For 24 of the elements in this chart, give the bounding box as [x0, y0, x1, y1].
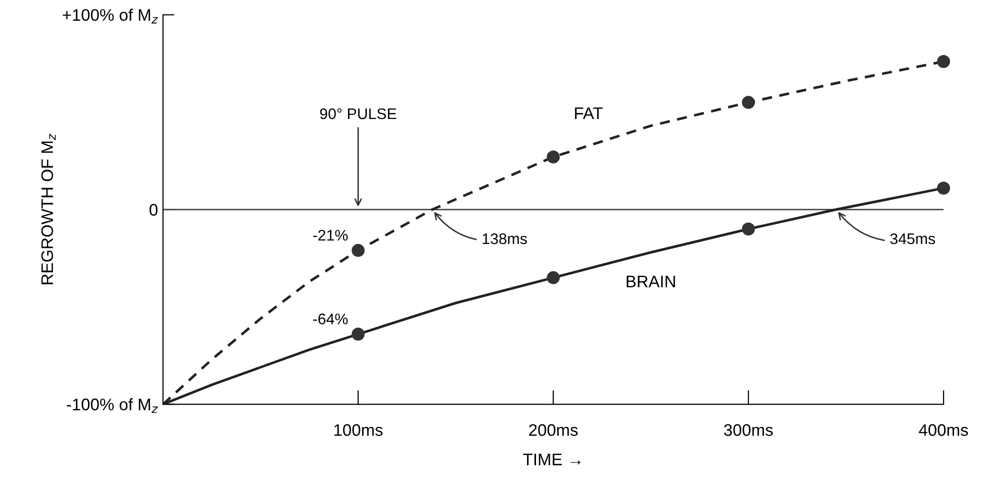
y-tick-label: +100% of M$_{z}$ — [62, 8, 158, 24]
point — [937, 182, 950, 195]
annotation: -64% — [313, 314, 348, 324]
annotation: 90° PULSE — [320, 108, 396, 120]
series-label: FAT — [575, 108, 603, 119]
y-axis-title: REGROWTH OF M$_{z}$ — [41, 134, 56, 284]
x-tick-label: 100ms — [334, 424, 383, 436]
y-tick-label: 0 — [150, 204, 158, 216]
x-tick-label: 400ms — [918, 424, 968, 436]
point — [937, 55, 950, 68]
point — [742, 96, 755, 109]
point — [352, 328, 365, 341]
point — [352, 244, 365, 257]
point — [742, 222, 755, 236]
x-tick-label: 200ms — [529, 424, 578, 436]
y-tick-label: -100% of M$_{z}$ — [66, 398, 158, 413]
point — [546, 150, 560, 164]
x-tick-label: 300ms — [724, 424, 773, 436]
annotation: -21% — [313, 230, 348, 241]
x-axis-title: TIME → — [523, 454, 580, 466]
annotation: 138ms — [482, 233, 527, 244]
annotation: 345ms — [890, 233, 935, 244]
series-label: BRAIN — [626, 276, 675, 288]
point — [546, 271, 560, 284]
